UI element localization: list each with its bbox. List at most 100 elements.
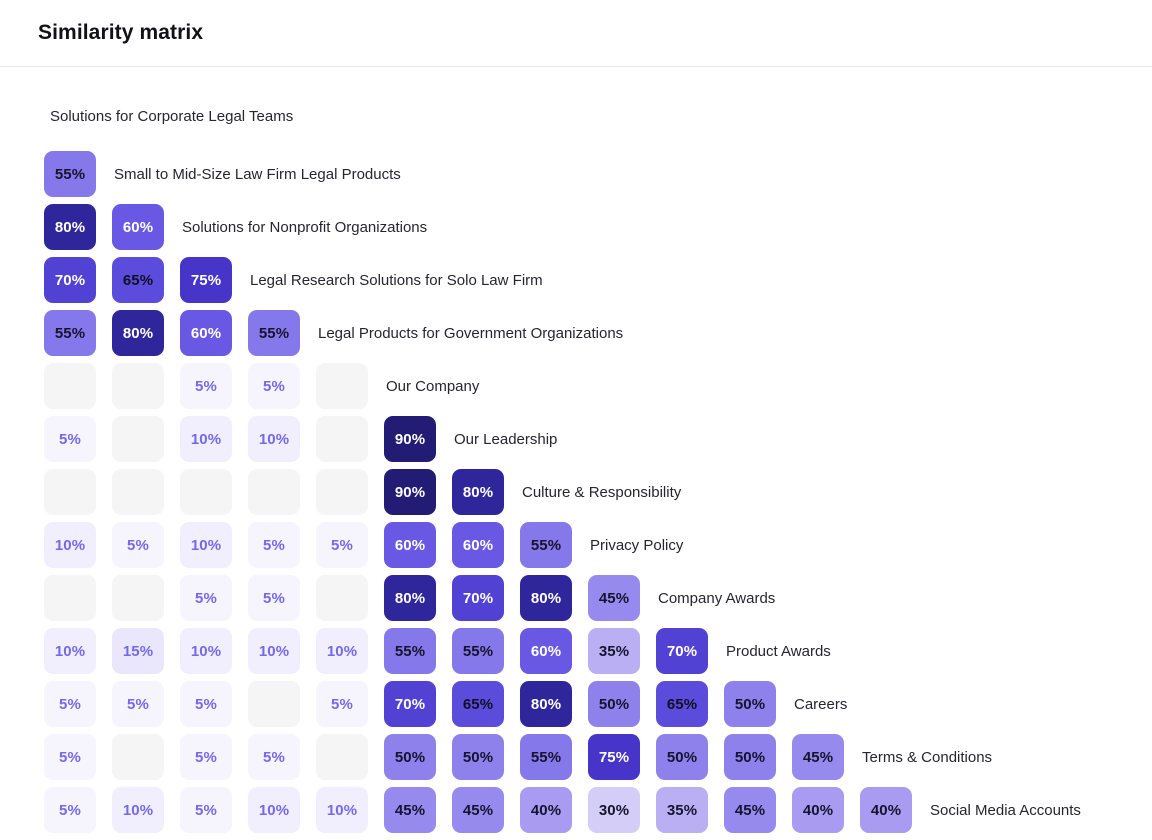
matrix-cell-empty [112, 416, 164, 462]
matrix-cell[interactable]: 5% [112, 522, 164, 568]
matrix-cell[interactable]: 70% [656, 628, 708, 674]
matrix-cell[interactable]: 10% [180, 628, 232, 674]
matrix-row: 5% 10% 5% 10% 10% 45% 45% 40% 30% 35% 45% 40% 40% Soc… [44, 787, 1128, 833]
matrix-cell-empty [316, 734, 368, 780]
matrix-cell[interactable]: 30% [588, 787, 640, 833]
matrix-cell[interactable]: 35% [656, 787, 708, 833]
matrix-cell[interactable]: 80% [520, 575, 572, 621]
similarity-matrix: Solutions for Corporate Legal Teams 55% Sm… [44, 99, 1128, 833]
matrix-cell[interactable]: 40% [860, 787, 912, 833]
matrix-cell-empty [248, 469, 300, 515]
matrix-cell[interactable]: 80% [112, 310, 164, 356]
matrix-cell-empty [316, 416, 368, 462]
matrix-cell[interactable]: 65% [656, 681, 708, 727]
matrix-row: 55% Small to Mid-Size Law Firm Legal Prod… [44, 151, 1128, 197]
matrix-cell[interactable]: 5% [316, 522, 368, 568]
matrix-cell[interactable]: 5% [44, 734, 96, 780]
matrix-cell-empty [112, 575, 164, 621]
matrix-cell[interactable]: 60% [180, 310, 232, 356]
matrix-cell[interactable]: 10% [316, 628, 368, 674]
matrix-cell[interactable]: 10% [112, 787, 164, 833]
matrix-cell-empty [316, 469, 368, 515]
matrix-cell[interactable]: 35% [588, 628, 640, 674]
matrix-cell[interactable]: 5% [180, 787, 232, 833]
matrix-cell[interactable]: 10% [316, 787, 368, 833]
matrix-cell[interactable]: 80% [452, 469, 504, 515]
matrix-row-label: Social Media Accounts [930, 801, 1081, 819]
matrix-cell[interactable]: 10% [248, 416, 300, 462]
matrix-cell[interactable]: 50% [656, 734, 708, 780]
matrix-cell[interactable]: 5% [180, 575, 232, 621]
matrix-cell[interactable]: 90% [384, 416, 436, 462]
matrix-cell[interactable]: 50% [724, 681, 776, 727]
matrix-cell[interactable]: 5% [180, 681, 232, 727]
matrix-cell[interactable]: 45% [588, 575, 640, 621]
matrix-cell[interactable]: 5% [44, 416, 96, 462]
matrix-cell[interactable]: 75% [588, 734, 640, 780]
matrix-cell[interactable]: 55% [44, 151, 96, 197]
matrix-cell[interactable]: 5% [248, 575, 300, 621]
matrix-cell[interactable]: 5% [248, 522, 300, 568]
matrix-cell[interactable]: 5% [112, 681, 164, 727]
matrix-row: Solutions for Corporate Legal Teams [44, 99, 1128, 133]
matrix-cell[interactable]: 55% [520, 522, 572, 568]
matrix-cell[interactable]: 60% [112, 204, 164, 250]
matrix-cell[interactable]: 5% [248, 734, 300, 780]
matrix-cell[interactable]: 40% [792, 787, 844, 833]
matrix-cell[interactable]: 55% [384, 628, 436, 674]
matrix-cell-empty [112, 469, 164, 515]
matrix-cell[interactable]: 5% [316, 681, 368, 727]
matrix-cell[interactable]: 5% [44, 681, 96, 727]
matrix-cell[interactable]: 55% [452, 628, 504, 674]
page-title: Similarity matrix [38, 21, 204, 44]
matrix-row: 80% 60% Solutions for Nonprofit Organizati… [44, 204, 1128, 250]
matrix-cell[interactable]: 80% [520, 681, 572, 727]
matrix-cell[interactable]: 40% [520, 787, 572, 833]
matrix-cell-empty [180, 469, 232, 515]
matrix-cell[interactable]: 75% [180, 257, 232, 303]
matrix-cell[interactable]: 50% [384, 734, 436, 780]
matrix-cell[interactable]: 15% [112, 628, 164, 674]
matrix-cell[interactable]: 45% [792, 734, 844, 780]
matrix-cell[interactable]: 50% [724, 734, 776, 780]
matrix-cell-empty [112, 734, 164, 780]
matrix-cell[interactable]: 70% [44, 257, 96, 303]
matrix-cell-empty [316, 575, 368, 621]
matrix-cell[interactable]: 80% [384, 575, 436, 621]
matrix-row-label: Terms & Conditions [862, 748, 993, 766]
matrix-cell[interactable]: 70% [452, 575, 504, 621]
matrix-cell[interactable]: 10% [44, 522, 96, 568]
matrix-cell-empty [44, 469, 96, 515]
matrix-cell[interactable]: 65% [452, 681, 504, 727]
matrix-cell[interactable]: 10% [248, 628, 300, 674]
matrix-row: 5% 5% 5% 50% 50% 55% 75% 50% 50% 45% Terms & Condi… [44, 734, 1128, 780]
matrix-cell[interactable]: 60% [452, 522, 504, 568]
matrix-cell[interactable]: 50% [452, 734, 504, 780]
matrix-cell-empty [44, 575, 96, 621]
matrix-cell[interactable]: 90% [384, 469, 436, 515]
matrix-cell[interactable]: 80% [44, 204, 96, 250]
matrix-cell[interactable]: 60% [520, 628, 572, 674]
matrix-cell[interactable]: 10% [248, 787, 300, 833]
matrix-cell[interactable]: 10% [44, 628, 96, 674]
matrix-cell[interactable]: 45% [452, 787, 504, 833]
matrix-cell[interactable]: 5% [44, 787, 96, 833]
matrix-cell[interactable]: 50% [588, 681, 640, 727]
matrix-cell-empty [44, 363, 96, 409]
matrix-cell[interactable]: 45% [384, 787, 436, 833]
matrix-cell[interactable]: 45% [724, 787, 776, 833]
matrix-row-label: Solutions for Corporate Legal Teams [50, 107, 294, 125]
matrix-cell[interactable]: 10% [180, 522, 232, 568]
matrix-cell[interactable]: 55% [248, 310, 300, 356]
matrix-cell[interactable]: 55% [520, 734, 572, 780]
matrix-cell[interactable]: 70% [384, 681, 436, 727]
matrix-row-label: Solutions for Nonprofit Organizations [182, 218, 428, 236]
matrix-cell[interactable]: 5% [248, 363, 300, 409]
matrix-cell[interactable]: 5% [180, 363, 232, 409]
matrix-cell[interactable]: 65% [112, 257, 164, 303]
matrix-cell[interactable]: 10% [180, 416, 232, 462]
matrix-cell[interactable]: 55% [44, 310, 96, 356]
matrix-cell[interactable]: 5% [180, 734, 232, 780]
matrix-row-label: Small to Mid-Size Law Firm Legal Product… [114, 165, 401, 183]
matrix-cell[interactable]: 60% [384, 522, 436, 568]
